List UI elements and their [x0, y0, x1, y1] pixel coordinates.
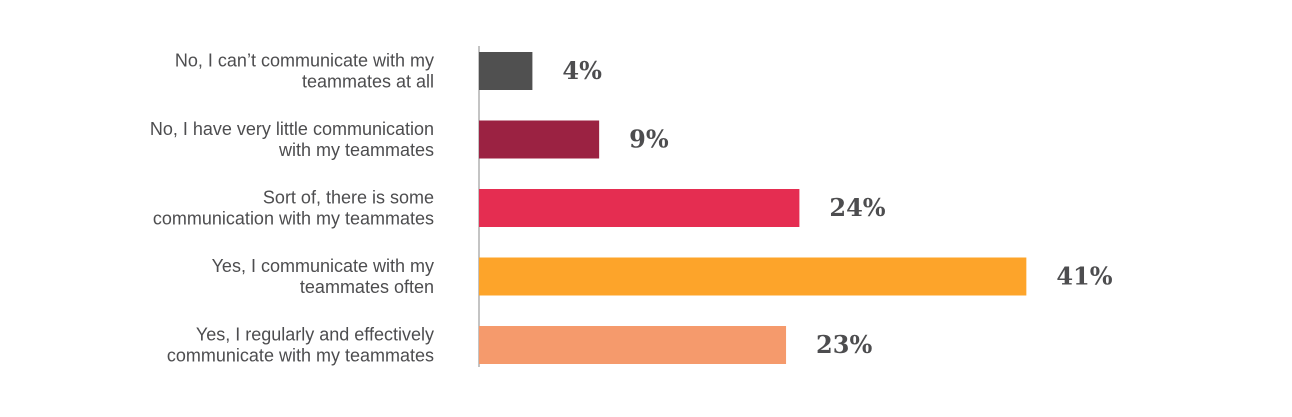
- category-label-2: No, I have very little communication with…: [150, 119, 434, 160]
- value-label-3: 24%: [829, 193, 885, 222]
- category-label-line: communication with my teammates: [153, 209, 434, 229]
- value-label-2: 9%: [629, 125, 669, 154]
- category-label-line: No, I have very little communication: [150, 119, 434, 139]
- bar-5: [479, 326, 787, 364]
- category-label-1: No, I can’t communicate with my teammates…: [175, 51, 434, 92]
- bars: [479, 52, 1027, 364]
- category-label-line: No, I can’t communicate with my: [175, 51, 434, 71]
- category-label-3: Sort of, there is some communication with…: [153, 188, 434, 229]
- category-label-line: Yes, I communicate with my: [212, 256, 434, 276]
- category-label-5: Yes, I regularly and effectively communic…: [167, 325, 434, 366]
- category-label-line: with my teammates: [278, 140, 434, 160]
- bar-4: [479, 257, 1027, 296]
- value-label-4: 41%: [1056, 262, 1112, 291]
- value-label-1: 4%: [562, 56, 602, 85]
- value-labels: 4% 9% 24% 41% 23%: [562, 56, 1112, 359]
- category-labels: No, I can’t communicate with my teammates…: [150, 51, 434, 366]
- category-label-line: Yes, I regularly and effectively: [196, 325, 434, 345]
- category-label-line: communicate with my teammates: [167, 346, 434, 366]
- bar-1: [479, 52, 533, 90]
- bar-3: [479, 189, 800, 227]
- bar-2: [479, 120, 600, 159]
- category-label-line: Sort of, there is some: [263, 188, 434, 208]
- category-label-line: teammates often: [300, 277, 434, 297]
- value-label-5: 23%: [816, 330, 872, 359]
- category-label-4: Yes, I communicate with my teammates ofte…: [212, 256, 434, 297]
- category-label-line: teammates at all: [302, 72, 434, 92]
